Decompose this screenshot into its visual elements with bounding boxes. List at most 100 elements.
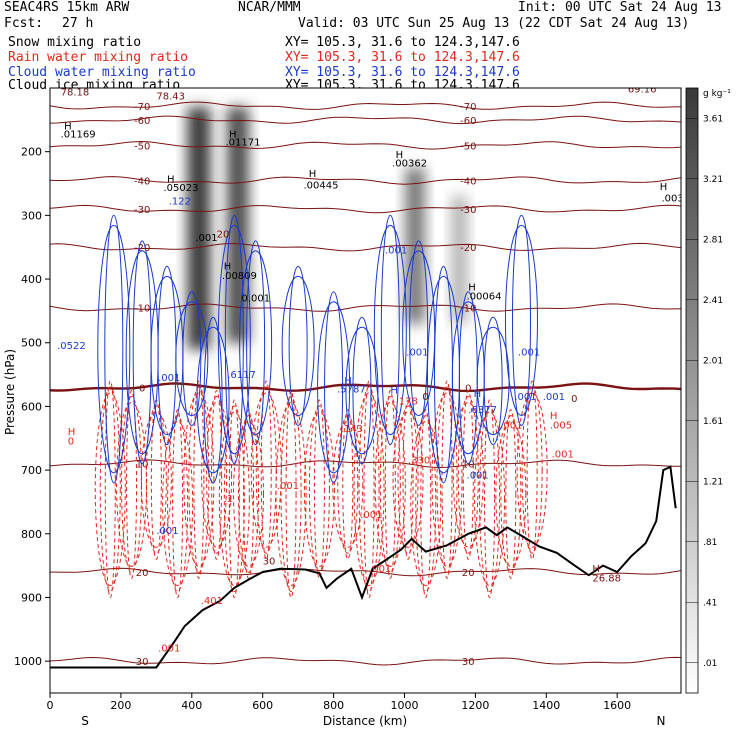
rain-contour [303, 411, 335, 567]
rain-contour [140, 411, 172, 548]
cloud-water-contour [288, 265, 308, 427]
rain-contour [201, 402, 233, 548]
rain-contour [104, 380, 116, 598]
isotherm-label: -50 [134, 141, 150, 152]
contour-annotation: H [229, 130, 237, 141]
isotherm-label: 0 [465, 383, 471, 394]
rain-contour [223, 405, 245, 592]
contour-annotation: H [468, 283, 476, 294]
rain-contour [462, 390, 474, 560]
contour-annotation: H [550, 411, 558, 422]
contour-annotation: .005 [550, 421, 572, 432]
contour-annotation: .6117 [227, 370, 256, 381]
cloud-water-contour [324, 291, 344, 484]
contour-annotation: H [396, 150, 404, 161]
contour-annotation: .0522 [57, 341, 86, 352]
isotherm-30 [50, 656, 681, 666]
contour-annotation: .001 [156, 526, 178, 537]
y-tick-label: 800 [21, 528, 42, 541]
x-tick-label: 0 [47, 699, 54, 712]
contour-annotation: H [344, 376, 352, 387]
snow-column-3 [451, 196, 468, 324]
rain-contour [397, 405, 419, 554]
isotherm-label: -60 [460, 116, 476, 127]
rain-contour [206, 396, 228, 554]
x-tick-label: 1000 [390, 699, 418, 712]
rain-contour [363, 380, 375, 598]
cloud-water-contour [203, 316, 223, 484]
cloud-water-contour [196, 326, 230, 474]
colorbar-level-label: 2.81 [703, 235, 723, 245]
rain-contour [431, 392, 463, 567]
rain-contour [183, 392, 215, 567]
cloud-water-contour [380, 214, 400, 446]
isotherm-label: -20 [134, 243, 150, 254]
colorbar-level-label: .81 [703, 538, 717, 548]
isotherm-label: 20 [462, 568, 475, 579]
contour-annotation: H [68, 427, 76, 438]
contour-annotation: .001 [385, 246, 407, 257]
rain-contour [526, 380, 538, 560]
cloud-water-contour [373, 224, 407, 436]
contour-annotation: .001 [514, 392, 536, 403]
x-tick-label: 600 [252, 699, 273, 712]
contour-annotation: .001 [360, 510, 382, 521]
x-tick-label: 1600 [603, 699, 631, 712]
contour-annotation: .001 [158, 373, 180, 384]
contour-annotation: .001 [467, 470, 489, 481]
isotherm-label: 20 [136, 568, 149, 579]
x-tick-label: 200 [110, 699, 131, 712]
forecast-label: Fcst: [4, 16, 44, 31]
rain-contour [402, 399, 414, 560]
rain-contour [521, 386, 543, 554]
colorbar: g kg⁻¹ .01 .41 .81 1.21 1.61 2.01 2.41 2.81 3.21… [685, 87, 731, 694]
contour-annotation: 0.001 [241, 293, 270, 304]
contour-annotation: .001 [406, 347, 428, 358]
rain-contour [342, 409, 354, 560]
isotherm-label: -30 [460, 205, 476, 216]
rain-contour [126, 390, 138, 579]
rain-contour [441, 380, 453, 579]
contour-annotation: .5787 [337, 384, 366, 395]
contour-annotation: H [592, 564, 600, 575]
y-tick-label: 600 [21, 400, 42, 413]
forecast-hour: 27 h [62, 16, 94, 31]
rain-contour [116, 402, 148, 567]
contour-annotation: .401 [201, 596, 223, 607]
rain-contour [228, 399, 240, 598]
cloud-water-contour [511, 214, 531, 427]
contour-annotation: .01171 [225, 137, 260, 148]
contour-annotation: .003 [662, 193, 684, 204]
rain-contour [233, 421, 265, 567]
contour-annotation: .001 [543, 392, 565, 403]
isotherm-minus40 [50, 176, 681, 185]
legend-rain-label: Rain water mixing ratio [8, 50, 189, 65]
colorbar-level-label: 1.61 [703, 417, 723, 427]
plot-area [50, 88, 681, 693]
contour-annotation: 0 [68, 437, 74, 448]
rain-contour [479, 405, 501, 592]
isotherm-0 [50, 382, 681, 393]
contour-annotation: .01169 [61, 130, 96, 141]
y-tick-label: 200 [21, 146, 42, 159]
cloud-water-contour [409, 240, 429, 427]
rain-contour [457, 396, 479, 554]
cloud-water-contour [345, 326, 379, 455]
rain-contour [211, 390, 223, 560]
axes: 0 200 400 600 800 1000 1200 1400 160020030040050… [14, 146, 631, 712]
rain-contour [260, 380, 272, 560]
contour-annotation: .001 [518, 347, 540, 358]
rain-contour [172, 409, 184, 598]
isotherm-label: -70 [460, 102, 476, 113]
rain-contour [337, 415, 359, 554]
colorbar-level-label: 3.21 [703, 175, 723, 185]
y-axis-title: Pressure (hPa) [3, 349, 17, 435]
isotherm-minus10 [50, 303, 681, 312]
y-tick-label: 400 [21, 273, 42, 286]
isotherm-label: -50 [460, 141, 476, 152]
isotherm-minus30 [50, 204, 681, 214]
terrain-layer [50, 465, 677, 669]
rain-contour [99, 386, 121, 592]
contour-annotation: 20 [217, 230, 230, 241]
